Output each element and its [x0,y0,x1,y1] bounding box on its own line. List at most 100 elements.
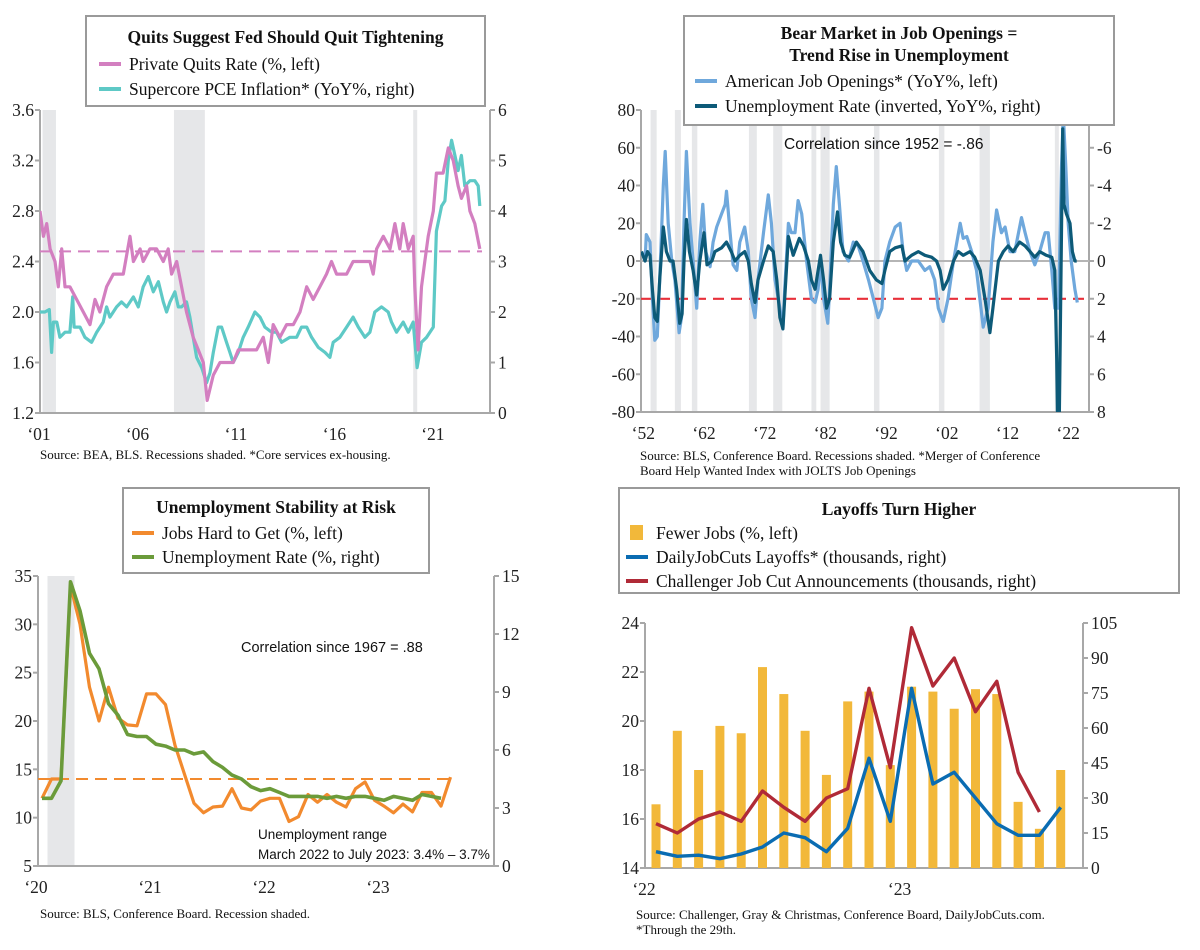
right-tick-label: 4 [498,201,507,221]
right-tick-label: 6 [498,100,507,120]
chart-1: -80-60-40-2002040608086420-2-4-6-8‘52‘62… [612,100,1112,443]
left-tick-label: 5 [23,856,32,876]
right-tick-label: 9 [502,682,511,702]
left-tick-label: 80 [618,100,636,120]
jobs-hard-to-get-line [40,584,453,824]
legend-item-supercore: Supercore PCE Inflation* (YoY%, right) [99,78,414,100]
right-tick-label: -2 [1097,213,1112,233]
stability-legend-box: Unemployment Stability at Risk Jobs Hard… [122,487,430,574]
x-tick-label: ‘16 [323,424,347,444]
legend-item-unemployment: Unemployment Rate (inverted, YoY%, right… [695,95,1040,117]
source-note: Source: BLS, Conference Board. Recession… [40,906,311,921]
chart-title: Quits Suggest Fed Should Quit Tightening [127,27,444,47]
supercore-pce-line [40,138,482,385]
correlation-annotation: Correlation since 1967 = .88 [241,640,423,656]
left-tick-label: -20 [612,289,636,309]
left-tick-label: 22 [622,662,640,682]
right-tick-label: 0 [502,856,511,876]
fewer-jobs-bar [821,774,831,868]
legend-swatch [626,578,648,583]
left-tick-label: 24 [622,613,640,633]
left-tick-label: 30 [15,614,33,634]
legend-swatch [99,61,121,66]
left-tick-label: 0 [626,251,635,271]
fewer-jobs-bar [736,733,746,868]
x-tick-label: ‘21 [421,424,444,444]
fewer-jobs-bar [800,730,810,868]
legend-label: DailyJobCuts Layoffs* (thousands, right) [656,547,947,567]
legend-swatch [132,554,154,559]
fewer-jobs-bar [971,689,980,868]
left-tick-label: 20 [618,213,636,233]
fewer-jobs-bar [758,667,767,868]
right-tick-label: 75 [1091,683,1109,703]
chart-2: 5 10 15 20 25 30 35 0 3 6 9 12 15 ‘20 ‘21 ‘22 ‘23 [15,566,520,897]
right-tick-label: 2 [498,302,507,322]
x-tick-label: ‘22 [1057,423,1080,443]
source-note: Source: BEA, BLS. Recessions shaded. *Co… [40,447,391,462]
fewer-jobs-bar [715,725,725,868]
legend-item-dailyjobcuts: DailyJobCuts Layoffs* (thousands, right) [626,546,946,568]
right-tick-label: 5 [498,151,507,171]
fewer-jobs-bar [1056,770,1066,868]
legend-item-quits: Private Quits Rate (%, left) [99,53,320,75]
fewer-jobs-bar [779,694,789,868]
legend-label: Challenger Job Cut Announcements (thousa… [656,571,1037,591]
left-tick-label: 16 [622,809,640,829]
legend-label: Jobs Hard to Get (%, left) [162,523,343,543]
legend-swatch [132,530,154,535]
legend-item-challenger: Challenger Job Cut Announcements (thousa… [626,570,1036,592]
left-tick-label: 2.0 [12,302,34,322]
x-tick-label: ‘06 [126,424,150,444]
x-tick-label: ‘23 [366,877,390,897]
right-tick-label: 2 [1097,289,1106,309]
correlation-annotation: Correlation since 1952 = -.86 [784,136,984,153]
right-tick-label: 3 [502,798,511,818]
right-tick-label: -6 [1097,138,1112,158]
range-note-line-2: March 2022 to July 2023: 3.4% – 3.7% [258,847,490,862]
x-tick-label: ‘62 [692,423,715,443]
left-tick-label: 3.2 [12,151,34,171]
left-tick-label: 18 [622,760,640,780]
range-note-line-1: Unemployment range [258,827,388,842]
source-note-line-1: Source: Challenger, Gray & Christmas, Co… [636,907,1045,922]
left-tick-label: 2.4 [12,252,34,272]
x-tick-label: ‘21 [138,877,161,897]
left-tick-label: 15 [15,759,33,779]
source-note-line-2: Board Help Wanted Index with JOLTS Job O… [640,463,916,478]
unemployment-rate-line [42,580,442,803]
x-tick-label: ‘72 [753,423,776,443]
legend-item-fewer-jobs: Fewer Jobs (%, left) [626,522,798,544]
quits-legend-box: Quits Suggest Fed Should Quit Tightening… [85,15,486,107]
left-tick-label: -40 [612,327,636,347]
right-tick-label: 105 [1091,613,1118,633]
right-tick-label: 6 [502,740,511,760]
legend-swatch [695,78,717,83]
chart-title-line-1: Bear Market in Job Openings = [780,23,1018,43]
right-tick-label: 90 [1091,648,1109,668]
right-tick-label: 1 [498,353,507,373]
legend-label: Supercore PCE Inflation* (YoY%, right) [129,79,415,99]
x-tick-label: ‘23 [888,879,912,899]
x-tick-label: ‘12 [996,423,1019,443]
fewer-jobs-bar [992,694,1002,868]
x-tick-label: ‘01 [27,424,50,444]
unemployment-inverted-line [641,127,1077,412]
x-tick-label: ‘52 [632,423,655,443]
legend-item-jobs-hard: Jobs Hard to Get (%, left) [132,522,343,544]
right-tick-label: 12 [502,624,520,644]
right-tick-label: 60 [1091,718,1109,738]
legend-label: Fewer Jobs (%, left) [656,523,798,543]
openings-legend-box: Bear Market in Job Openings = Trend Rise… [683,15,1115,126]
left-tick-label: 10 [15,808,33,828]
fewer-jobs-bar [672,730,682,868]
fewer-jobs-bar [651,804,661,868]
left-tick-label: 3.6 [12,100,34,120]
right-tick-label: 0 [1091,858,1100,878]
source-note-line-1: Source: BLS, Conference Board. Recession… [640,448,1041,463]
fewer-jobs-bar [949,708,959,868]
left-tick-label: 60 [618,138,636,158]
legend-label: Unemployment Rate (inverted, YoY%, right… [725,96,1041,116]
legend-swatch [626,554,648,559]
